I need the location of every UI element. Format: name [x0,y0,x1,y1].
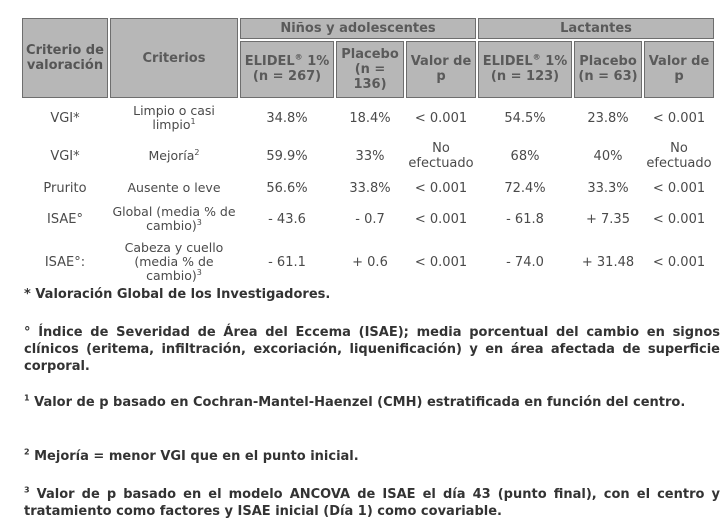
header-ninos-elidel-name: ELIDEL [244,54,295,70]
cell-ninos-placebo: 33.8% [349,180,391,196]
cell-lact-elidel: - 61.8 [506,211,544,227]
cell-criterio: VGI* [50,148,80,164]
cell-lact-elidel: 68% [510,148,540,164]
header-group-lactantes: Lactantes [478,18,714,39]
footnote-marker: 1 [24,393,30,403]
header-lact-valor-p: Valor de p [644,40,714,98]
header-ninos-elidel-pct: 1% [302,54,330,70]
cell-lact-placebo: 33.3% [587,180,629,196]
cell-lact-p: < 0.001 [652,211,706,227]
cell-criterios-text: Cabeza y cuello (media % de cambio) [124,240,224,283]
note-1: 1 Valor de p basado en Cochran-Mantel-Ha… [24,394,720,411]
cell-criterios: Cabeza y cuello (media % de cambio)3 [110,238,238,286]
results-table: Criterio de valoración Criterios Niños y… [20,16,716,288]
table-row: Prurito Ausente o leve 56.6% 33.8% < 0.0… [22,176,714,200]
cell-lact-p: < 0.001 [652,180,706,196]
cell-ninos-placebo: + 0.6 [352,254,388,270]
cell-lact-elidel: 72.4% [504,180,546,196]
cell-criterios: Limpio o casi limpio1 [110,100,238,136]
note-2-text: Mejoría = menor VGI que en el punto inic… [29,449,359,464]
header-ninos-valor-p: Valor de p [406,40,476,98]
footnote-marker: 2 [24,447,30,457]
cell-ninos-elidel: 34.8% [266,110,308,126]
header-row-groups: Criterio de valoración Criterios Niños y… [22,18,714,98]
cell-criterios-text: Mejoría [148,148,195,163]
cell-criterio: Prurito [43,180,87,196]
footnote-ref: 2 [194,147,200,157]
cell-lact-p: < 0.001 [652,254,706,270]
header-criterios: Criterios [110,18,238,98]
cell-ninos-elidel: - 43.6 [268,211,306,227]
cell-criterio: ISAE°: [44,254,86,270]
cell-lact-elidel: 54.5% [504,110,546,126]
header-lact-elidel-name: ELIDEL [482,54,533,70]
header-lact-elidel: ELIDEL® 1% (n = 123) [478,40,572,98]
cell-ninos-p: No efectuado [408,141,474,171]
cell-criterio: ISAE° [47,211,83,227]
cell-lact-placebo: + 31.48 [581,254,635,270]
note-2: 2 Mejoría = menor VGI que en el punto in… [24,448,359,465]
cell-lact-elidel: - 74.0 [506,254,544,270]
note-vgi: * Valoración Global de los Investigadore… [24,287,331,302]
table-row: VGI* Limpio o casi limpio1 34.8% 18.4% <… [22,100,714,136]
cell-criterios: Ausente o leve [110,176,238,200]
cell-criterios-text: Global (media % de cambio) [112,204,236,233]
note-3-text: Valor de p basado en el modelo ANCOVA de… [24,487,720,519]
note-isae: ° Índice de Severidad de Área del Eccema… [24,325,720,374]
cell-criterios-text: Ausente o leve [127,180,221,195]
cell-ninos-p: < 0.001 [414,254,468,270]
header-ninos-placebo: Placebo (n = 136) [336,40,404,98]
cell-criterio: VGI* [50,110,80,126]
cell-ninos-elidel: - 61.1 [268,254,306,270]
cell-ninos-elidel: 59.9% [266,148,308,164]
header-row-columns: ELIDEL® 1% (n = 267) Placebo (n = 136) V… [22,40,714,98]
footnote-ref: 3 [196,217,202,227]
table-row: ISAE°: Cabeza y cuello (media % de cambi… [22,238,714,286]
registered-mark: ® [294,52,303,62]
header-ninos-elidel: ELIDEL® 1% (n = 267) [240,40,334,98]
cell-ninos-placebo: - 0.7 [355,211,385,227]
cell-criterios-text: Limpio o casi limpio [133,103,215,132]
header-group-ninos: Niños y adolescentes [240,18,476,39]
cell-ninos-p: < 0.001 [414,110,468,126]
cell-lact-placebo: 23.8% [587,110,629,126]
cell-ninos-placebo: 33% [355,148,385,164]
footnote-ref: 3 [196,267,202,277]
header-criterio-valoracion: Criterio de valoración [22,18,108,98]
registered-mark: ® [532,52,541,62]
cell-lact-p: No efectuado [646,141,712,171]
header-ninos-elidel-n: (n = 267) [252,69,322,85]
header-lact-placebo: Placebo (n = 63) [574,40,642,98]
cell-lact-placebo: 40% [593,148,623,164]
cell-ninos-p: < 0.001 [414,180,468,196]
header-lact-elidel-pct: 1% [540,54,568,70]
note-3: 3 Valor de p basado en el modelo ANCOVA … [24,486,720,520]
cell-lact-p: < 0.001 [652,110,706,126]
cell-criterios: Global (media % de cambio)3 [110,202,238,236]
cell-ninos-placebo: 18.4% [349,110,391,126]
table-row: ISAE° Global (media % de cambio)3 - 43.6… [22,202,714,236]
cell-ninos-p: < 0.001 [414,211,468,227]
cell-lact-placebo: + 7.35 [586,211,630,227]
cell-criterios: Mejoría2 [110,138,238,174]
note-1-text: Valor de p basado en Cochran-Mantel-Haen… [29,395,686,410]
footnote-marker: 3 [24,485,30,495]
cell-ninos-elidel: 56.6% [266,180,308,196]
footnote-ref: 1 [190,116,196,126]
table-row: VGI* Mejoría2 59.9% 33% No efectuado 68%… [22,138,714,174]
header-lact-elidel-n: (n = 123) [490,69,560,85]
